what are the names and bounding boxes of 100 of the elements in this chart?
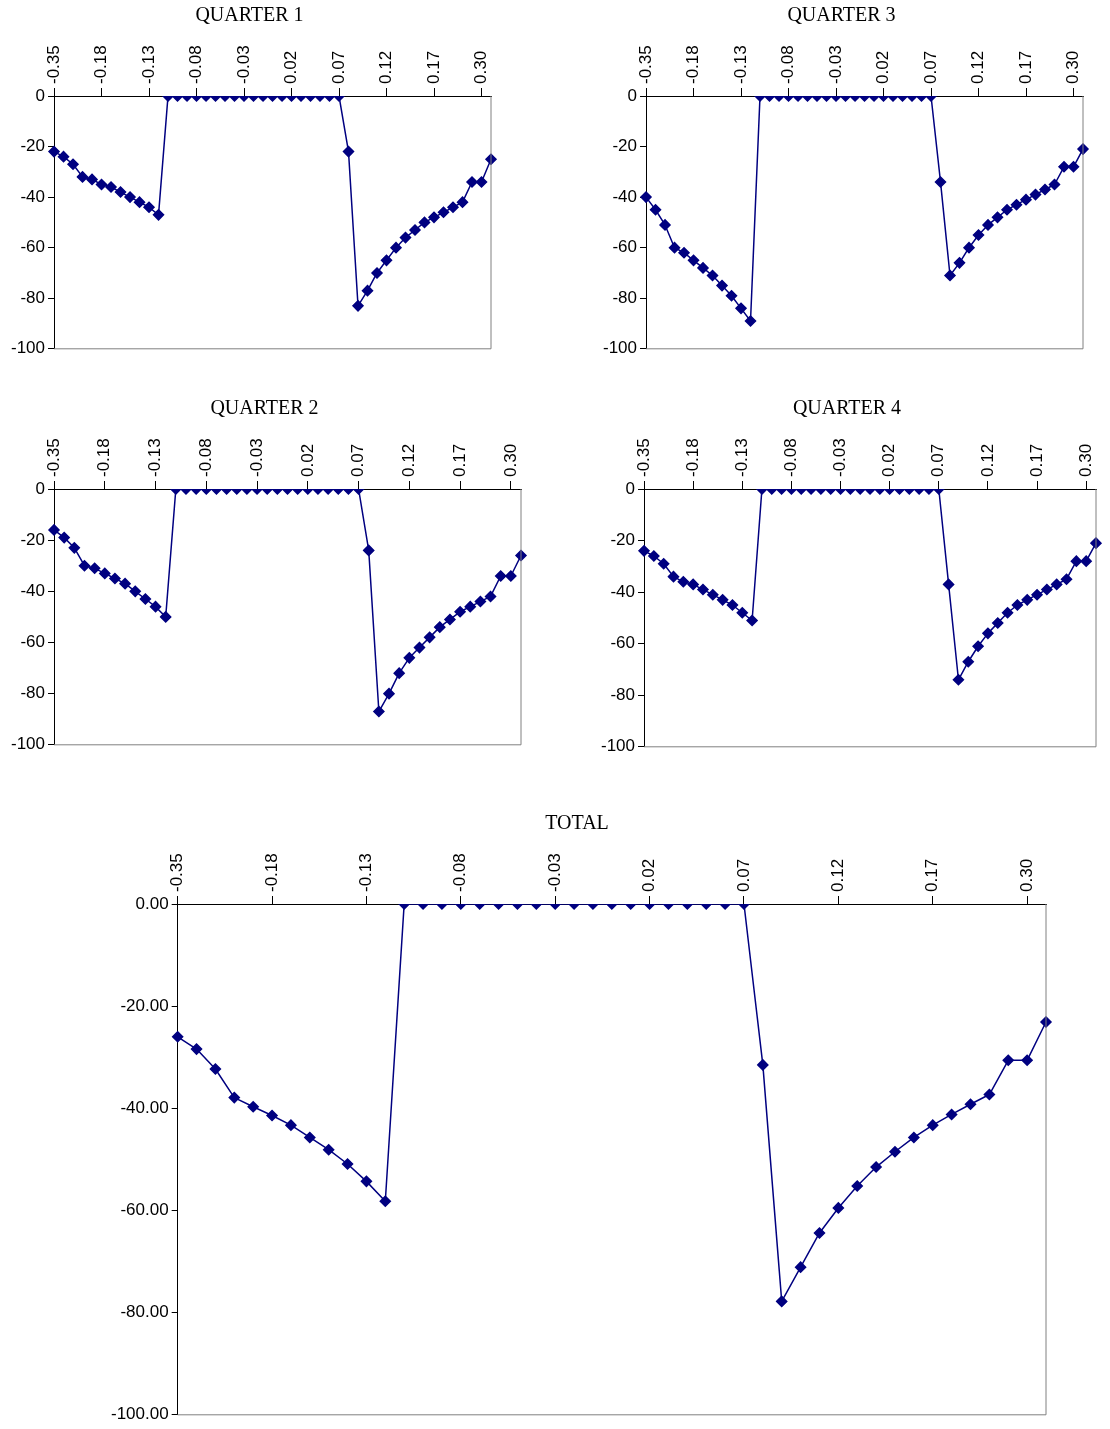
y-tick-label: 0 (35, 478, 46, 498)
point (361, 284, 374, 297)
point (746, 614, 758, 627)
point (78, 559, 91, 572)
point (926, 1119, 939, 1131)
x-tick-label: 0.07 (928, 443, 948, 477)
point (464, 600, 476, 613)
point (393, 667, 405, 679)
point (484, 590, 497, 603)
point (247, 1101, 259, 1113)
y-tick-label: 0 (627, 85, 638, 105)
y-tick-label: -80 (20, 683, 46, 703)
point (735, 302, 747, 315)
x-tick-label: -0.18 (261, 853, 281, 892)
y-tick-label: -40 (610, 581, 636, 601)
y-tick-label: -100 (10, 338, 46, 358)
point (677, 576, 690, 588)
y-tick-label: -80.00 (120, 1302, 169, 1322)
point (1010, 198, 1023, 211)
point (944, 269, 956, 282)
point (1002, 1054, 1014, 1067)
point (209, 1063, 222, 1075)
point (67, 158, 79, 171)
y-tick-label: -100 (600, 736, 636, 756)
point (418, 216, 431, 229)
x-tick-label: 0.12 (828, 858, 848, 892)
point (86, 173, 98, 186)
point (444, 613, 456, 626)
x-tick-label: 0.02 (639, 858, 659, 892)
point (403, 652, 416, 664)
point (304, 1131, 316, 1144)
point (171, 1031, 184, 1043)
y-tick-label: -40 (612, 186, 638, 206)
point (399, 231, 412, 244)
y-tick-label: 0 (35, 85, 46, 105)
point (1067, 161, 1080, 173)
x-tick-label: 0.02 (297, 443, 317, 477)
x-tick-label: -0.35 (167, 853, 187, 892)
x-tick-label: -0.18 (94, 438, 114, 477)
point (889, 1145, 901, 1158)
point (285, 1119, 297, 1131)
y-tick-label: -20 (20, 529, 46, 549)
point (371, 267, 383, 279)
x-tick-label: 0.30 (1063, 50, 1083, 84)
point (322, 1143, 335, 1156)
point (870, 1161, 882, 1173)
y-tick-label: -20 (612, 136, 638, 156)
x-tick-label: -0.35 (635, 45, 655, 84)
point (149, 600, 162, 613)
point (945, 1108, 958, 1121)
point (697, 262, 709, 274)
point (380, 254, 393, 267)
x-tick-label: -0.13 (356, 853, 376, 892)
y-tick-label: -60.00 (120, 1200, 169, 1220)
chart-title: TOTAL (545, 811, 609, 834)
x-tick-label: 0.07 (348, 443, 368, 477)
point (413, 641, 426, 654)
point (972, 640, 984, 653)
point (963, 241, 975, 254)
point (744, 315, 757, 327)
point (964, 1098, 977, 1110)
point (434, 621, 446, 633)
point (640, 191, 652, 203)
point (813, 1227, 826, 1239)
y-tick-label: -80 (20, 287, 46, 307)
point (1041, 583, 1053, 596)
point (668, 241, 681, 254)
point (726, 599, 739, 611)
point (707, 588, 719, 601)
point (991, 211, 1004, 224)
x-tick-label: -0.03 (830, 438, 850, 477)
x-tick-label: 0.02 (879, 443, 899, 477)
chart-title: QUARTER 2 (210, 396, 319, 419)
point (687, 254, 700, 267)
x-tick-label: -0.08 (450, 853, 470, 892)
point (124, 191, 136, 203)
x-tick-label: -0.18 (91, 45, 111, 84)
point (1080, 555, 1092, 567)
point (649, 204, 662, 216)
point (1021, 594, 1033, 606)
y-tick-label: -60 (612, 237, 638, 257)
x-tick-label: 0.30 (471, 50, 491, 84)
point (942, 578, 955, 591)
point (953, 257, 966, 269)
x-tick-label: -0.03 (544, 853, 564, 892)
point (716, 594, 729, 606)
point (109, 572, 121, 585)
point (456, 196, 469, 208)
point (505, 570, 517, 582)
point (428, 211, 440, 224)
y-tick-label: -100 (10, 734, 46, 754)
point (983, 1088, 996, 1101)
point (95, 178, 108, 191)
point (982, 219, 994, 231)
point (474, 595, 487, 608)
point (57, 150, 70, 163)
y-tick-label: -40.00 (120, 1098, 169, 1118)
x-tick-label: -0.35 (633, 438, 653, 477)
point (133, 196, 146, 208)
point (475, 176, 488, 188)
